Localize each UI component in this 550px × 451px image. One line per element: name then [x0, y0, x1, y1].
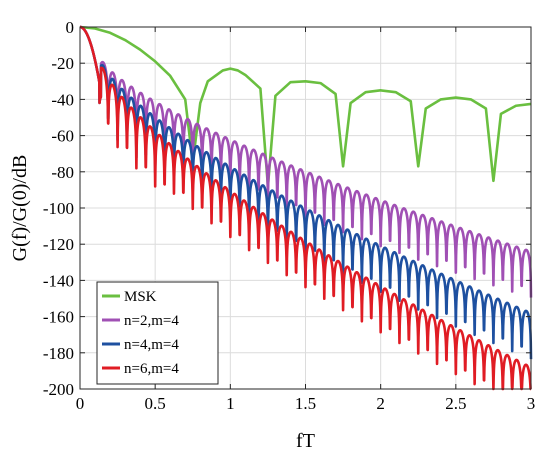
series-line-n-6-m-4 — [78, 25, 533, 391]
legend-items: MSK n=2,m=4 n=4,m=4 n=6,m=4 — [102, 289, 179, 377]
y-tick-label: -200 — [43, 380, 74, 399]
legend-label: MSK — [124, 289, 157, 305]
x-tick-label: 0 — [76, 394, 85, 413]
y-tick-label: -180 — [43, 344, 74, 363]
x-tick-label: 2.5 — [445, 394, 466, 413]
legend-label: n=4,m=4 — [124, 337, 179, 353]
x-axis-label: fT — [296, 430, 315, 451]
legend-label: n=6,m=4 — [124, 361, 179, 377]
x-tick-label: 0.5 — [145, 394, 166, 413]
y-tick-label: -140 — [43, 271, 74, 290]
y-axis-label: G(f)/G(0)/dB — [9, 155, 31, 262]
x-tick-label: 2 — [376, 394, 385, 413]
x-tick-label: 1.5 — [295, 394, 316, 413]
x-tick-label: 1 — [226, 394, 235, 413]
y-tick-label: -80 — [51, 163, 74, 182]
ticks-layer: 0 0.5 1 1.5 2 2.5 3 0 -20 -40 -60 -80 -100 -120 -140 -1… — [43, 18, 535, 413]
legend-label: n=2,m=4 — [124, 313, 179, 329]
legend: MSK n=2,m=4 n=4,m=4 n=6,m=4 — [96, 281, 219, 385]
y-tick-label: -100 — [43, 199, 74, 218]
series-line-msk — [79, 25, 532, 188]
y-tick-label: -60 — [51, 127, 74, 146]
x-tick-label: 3 — [527, 394, 536, 413]
y-tick-label: -40 — [51, 90, 74, 109]
series-layer — [78, 25, 533, 391]
y-tick-label: -120 — [43, 235, 74, 254]
y-tick-label: 0 — [66, 18, 75, 37]
y-tick-label: -20 — [51, 54, 74, 73]
y-tick-label: -160 — [43, 308, 74, 327]
